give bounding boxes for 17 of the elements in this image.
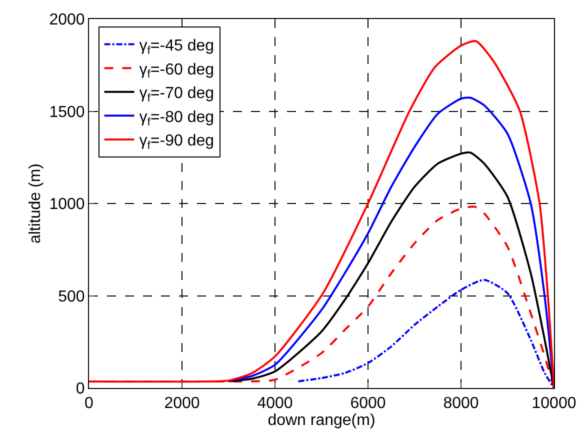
y-tick-label: 0 [76, 380, 85, 398]
legend-label: γ$_{f}$=-60 deg [139, 61, 214, 81]
y-tick-label: 1500 [49, 104, 85, 121]
x-tick-label: 8000 [443, 395, 479, 412]
x-axis-title: down range(m) [268, 412, 376, 430]
y-tick-label: 2000 [49, 12, 85, 29]
legend-label: γ$_{f}$=-80 deg [139, 108, 214, 128]
legend-label: γ$_{f}$=-70 deg [139, 85, 214, 104]
x-tick-label: 6000 [350, 395, 386, 412]
x-tick-label: 4000 [257, 395, 293, 412]
x-tick-label: 10000 [532, 395, 576, 412]
legend-label: γ$_{f}$=-90 deg [139, 132, 214, 152]
legend-label: γ$_{f}$=-45 deg [139, 38, 214, 57]
y-tick-label: 500 [58, 288, 85, 306]
y-tick-label: 1000 [49, 196, 85, 214]
y-axis-title: altitude (m) [27, 163, 44, 244]
x-tick-label: 2000 [164, 395, 200, 412]
